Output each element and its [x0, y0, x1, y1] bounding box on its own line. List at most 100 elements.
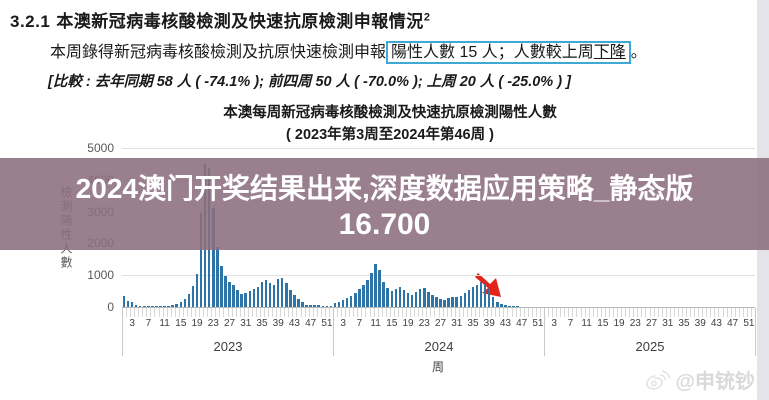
week-tick-mark — [377, 308, 379, 317]
bar-2023-week-23 — [211, 208, 215, 307]
week-tick-mark — [560, 308, 562, 317]
bar-2023-week-6 — [143, 306, 146, 307]
week-tick-mark — [328, 308, 330, 317]
week-tick-mark — [211, 308, 213, 317]
x-tick-label: 39 — [272, 318, 284, 329]
bar-2023-week-44 — [297, 299, 300, 307]
week-tick-mark — [223, 308, 225, 317]
bar-2023-week-34 — [256, 286, 260, 307]
bar-2024-week-22 — [418, 289, 422, 307]
watermark-text: @申铳钞 — [675, 371, 755, 393]
heading-footnote-superscript: 2 — [423, 11, 431, 24]
x-tick-label: 11 — [370, 318, 381, 329]
week-tick-mark — [458, 308, 460, 317]
bar-2024-week-12 — [378, 270, 381, 307]
x-tick-label: 7 — [145, 318, 152, 329]
x-tick-label: 43 — [710, 318, 722, 329]
week-tick-mark — [158, 308, 160, 317]
week-tick-mark — [495, 308, 497, 317]
week-tick-mark — [422, 308, 424, 317]
week-tick-mark — [576, 308, 578, 317]
week-tick-mark — [154, 308, 156, 317]
week-tick-mark — [174, 308, 176, 317]
week-tick-mark — [276, 308, 278, 317]
bar-2024-week-26 — [435, 297, 438, 307]
section-heading-text: 本澳新冠病毒核酸檢測及快速抗原檢測申報情況 — [56, 12, 424, 31]
week-tick-mark — [714, 308, 716, 317]
bar-2024-week-14 — [386, 287, 389, 307]
overlay-ad-banner-line1: 2024澳门开奖结果出来,深度数据应用策略_静态版 — [75, 173, 694, 204]
week-tick-mark — [450, 308, 452, 317]
bar-2024-week-29 — [447, 298, 450, 307]
week-tick-mark — [702, 308, 704, 317]
bar-2024-week-35 — [471, 287, 475, 307]
week-tick-mark — [466, 308, 468, 317]
bar-2023-week-5 — [138, 306, 142, 307]
week-tick-mark — [503, 308, 505, 317]
bar-2023-week-42 — [289, 290, 292, 307]
week-tick-mark — [255, 308, 257, 317]
overlay-ad-banner[interactable]: 2024澳门开奖结果出来,深度数据应用策略_静态版 16.700 — [0, 158, 769, 250]
bar-2024-week-36 — [475, 284, 479, 307]
bar-2023-week-12 — [167, 305, 170, 307]
summary-suffix: 。 — [630, 44, 647, 61]
week-tick-mark — [621, 308, 623, 317]
bar-2023-week-31 — [244, 293, 247, 307]
bar-2023-week-38 — [272, 284, 276, 307]
bar-2024-week-1 — [333, 303, 337, 307]
week-tick-mark — [227, 308, 229, 317]
week-tick-mark — [268, 308, 270, 317]
week-tick-mark — [434, 308, 436, 317]
x-tick-label: 19 — [613, 318, 625, 329]
week-tick-mark — [182, 308, 184, 317]
year-label-2024: 2024 — [424, 339, 454, 354]
week-tick-mark — [207, 308, 209, 317]
bar-2024-week-8 — [362, 284, 365, 307]
week-tick-mark — [312, 308, 314, 317]
week-tick-mark — [673, 308, 675, 317]
week-tick-mark — [142, 308, 144, 317]
week-tick-mark — [166, 308, 168, 317]
week-tick-mark — [686, 308, 688, 317]
x-tick-label: 43 — [499, 318, 511, 329]
bar-2024-week-37 — [479, 282, 483, 307]
week-tick-mark — [134, 308, 136, 317]
x-tick-label: 3 — [340, 318, 346, 329]
week-tick-mark — [288, 308, 290, 317]
year-label-2023: 2023 — [213, 339, 243, 354]
week-tick-mark — [499, 308, 501, 317]
week-tick-mark — [138, 308, 140, 317]
x-tick-label: 23 — [418, 318, 430, 329]
week-tick-mark — [738, 308, 740, 317]
week-tick-mark — [491, 308, 493, 317]
week-tick-mark — [710, 308, 712, 317]
x-tick-label: 15 — [597, 318, 609, 329]
week-tick-mark — [592, 308, 594, 317]
bar-2023-week-33 — [252, 289, 256, 307]
week-tick-mark — [126, 308, 128, 317]
x-tick-label: 3 — [551, 318, 557, 329]
x-tick-label: 31 — [662, 318, 674, 329]
week-tick-mark — [280, 308, 282, 317]
bar-2023-week-49 — [317, 305, 320, 307]
bar-2024-week-3 — [341, 300, 345, 307]
x-tick-label: 35 — [256, 318, 268, 329]
x-tick-label: 43 — [288, 318, 300, 329]
week-tick-mark — [353, 308, 355, 317]
week-tick-mark — [365, 308, 367, 317]
bar-2024-week-23 — [422, 287, 426, 307]
x-tick-label: 15 — [175, 318, 187, 329]
week-tick-mark — [718, 308, 720, 317]
week-tick-mark — [308, 308, 310, 317]
week-tick-mark — [462, 308, 464, 317]
bar-2023-week-1 — [122, 295, 126, 307]
gridline — [122, 275, 755, 277]
week-tick-mark — [564, 308, 566, 317]
week-tick-mark — [681, 308, 683, 317]
bar-2023-week-52 — [329, 305, 333, 307]
bar-2024-week-20 — [410, 294, 414, 307]
week-tick-mark — [742, 308, 744, 317]
week-tick-mark — [661, 308, 663, 317]
